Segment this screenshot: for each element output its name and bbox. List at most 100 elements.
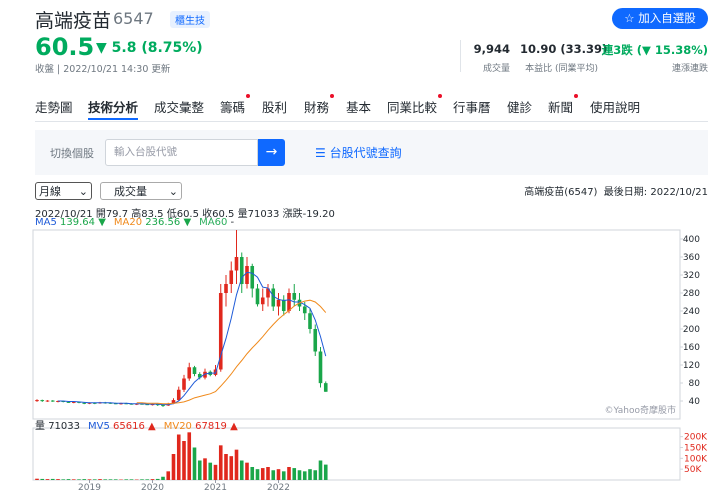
y-tick-label: 320 <box>683 271 700 281</box>
tab[interactable]: 成交彙整 <box>154 97 204 116</box>
volume-bar <box>203 458 207 480</box>
period-select[interactable]: 月線 ⌄ <box>35 182 92 200</box>
volume-bar <box>255 469 260 480</box>
legend-entry: MA5 139.64 ▼ <box>35 217 106 228</box>
stat-label: 本益比 (同業平均) <box>525 64 598 74</box>
y-tick-label: 120 <box>683 361 700 371</box>
volume-bar <box>129 479 134 480</box>
volume-bar <box>166 471 171 480</box>
stock-name: 高端疫苗 <box>35 10 112 32</box>
tab[interactable]: 健診 <box>507 97 532 116</box>
candle-body <box>318 351 323 384</box>
tab-label: 股利 <box>262 100 288 115</box>
sector-tag[interactable]: 櫃生技 <box>170 11 210 28</box>
legend-entry: 量 71033 <box>35 421 80 432</box>
volume-bar <box>56 479 60 480</box>
stat-value: 10.90 (33.39) <box>520 42 608 56</box>
volume-bar <box>182 441 186 480</box>
chart-info: 高端疫苗(6547) 最後日期: 2022/10/21 <box>524 187 708 198</box>
volume-bar <box>308 469 312 480</box>
volume-bar <box>113 479 118 480</box>
y-tick-label: 40 <box>689 397 701 407</box>
candle-body <box>224 284 228 293</box>
y-tick-label: 200 <box>683 325 700 335</box>
tab-label: 使用說明 <box>590 100 641 115</box>
volume-bar <box>124 479 129 480</box>
tab[interactable]: 技術分析 <box>88 97 139 120</box>
y-tick-label: 80 <box>689 379 701 389</box>
y-tick-label: 240 <box>683 307 700 317</box>
legend-entry: MA20 236.56 ▼ <box>114 217 191 228</box>
ma-legend: MA5 139.64 ▼ MA20 236.56 ▼ MA60 - <box>35 217 242 228</box>
volume-bar <box>218 445 223 480</box>
volume-bar <box>208 462 213 480</box>
legend-value: 65616 ▲ <box>113 421 156 432</box>
divider <box>460 40 461 72</box>
volume-tick-label: 100K <box>684 454 708 464</box>
tab-label: 行事曆 <box>453 100 491 115</box>
volume-bar <box>245 462 249 480</box>
tab-label: 成交彙整 <box>154 100 205 115</box>
tab[interactable]: 行事曆 <box>453 97 491 116</box>
tab[interactable]: 基本 <box>346 97 371 116</box>
link-text: 台股代號查詢 <box>329 146 402 160</box>
volume-bar <box>197 460 202 480</box>
volume-bar <box>213 464 218 480</box>
volume-bar <box>313 470 318 480</box>
tab[interactable]: 股利 <box>262 97 287 116</box>
volume-bar <box>103 479 108 480</box>
indicator-value: 成交量 <box>114 185 147 198</box>
candle-body <box>35 400 39 402</box>
volume-bar <box>66 479 71 480</box>
search-button[interactable]: → <box>258 139 285 166</box>
volume-bar <box>250 467 255 480</box>
tab[interactable]: 使用說明 <box>590 97 640 116</box>
volume-bar <box>187 432 192 480</box>
x-tick-label: 2022 <box>267 483 290 490</box>
candle-body <box>161 405 165 407</box>
legend-name: MA20 <box>113 217 143 228</box>
volume-bar <box>302 471 307 480</box>
volume-bar <box>171 454 176 480</box>
volume-bar <box>145 479 150 480</box>
legend-name: MV20 <box>163 421 192 432</box>
tab[interactable]: 新聞 <box>548 94 579 116</box>
volume-bar <box>192 447 197 480</box>
candle-body <box>71 401 76 403</box>
tab[interactable]: 籌碼 <box>220 94 251 116</box>
tab-dot <box>246 94 251 98</box>
volume-bar <box>50 478 55 480</box>
tab[interactable]: 同業比較 <box>387 94 443 116</box>
search-input[interactable]: 輸入台股代號 <box>105 139 258 166</box>
tab[interactable]: 走勢圖 <box>35 97 73 116</box>
candle-body <box>40 400 45 402</box>
candle-body <box>292 293 297 300</box>
volume-legend: 量 71033 MV5 65616 ▲ MV20 67819 ▲ <box>35 417 246 432</box>
volume-tick-label: 50K <box>684 465 702 475</box>
tab[interactable]: 財務 <box>304 94 335 116</box>
candle-body <box>239 257 244 284</box>
legend-value: 67819 ▲ <box>195 421 238 432</box>
volume-bar <box>260 468 265 480</box>
indicator-select[interactable]: 成交量 ⌄ <box>100 182 182 200</box>
candle-body <box>308 313 312 329</box>
candle-body <box>313 329 318 352</box>
add-watchlist-button[interactable]: ☆ 加入自選股 <box>612 8 708 29</box>
y-tick-label: 160 <box>683 343 700 353</box>
volume-bar <box>276 469 281 480</box>
volume-bar <box>35 478 39 480</box>
candle-body <box>287 293 291 311</box>
candle-body <box>176 389 181 401</box>
code-lookup-link[interactable]: ☰ 台股代號查詢 <box>315 146 402 160</box>
x-tick-label: 2019 <box>78 483 101 490</box>
volume-bar <box>234 449 239 480</box>
candle-body <box>245 266 249 284</box>
volume-bar <box>87 479 92 480</box>
candle-body <box>302 306 307 314</box>
legend-entry: MV20 67819 ▲ <box>164 421 238 432</box>
volume-bar <box>82 479 87 480</box>
volume-bar <box>287 467 291 480</box>
y-tick-label: 280 <box>683 289 700 299</box>
y-tick-label: 400 <box>683 235 700 245</box>
legend-value: 139.64 ▼ <box>60 217 106 228</box>
